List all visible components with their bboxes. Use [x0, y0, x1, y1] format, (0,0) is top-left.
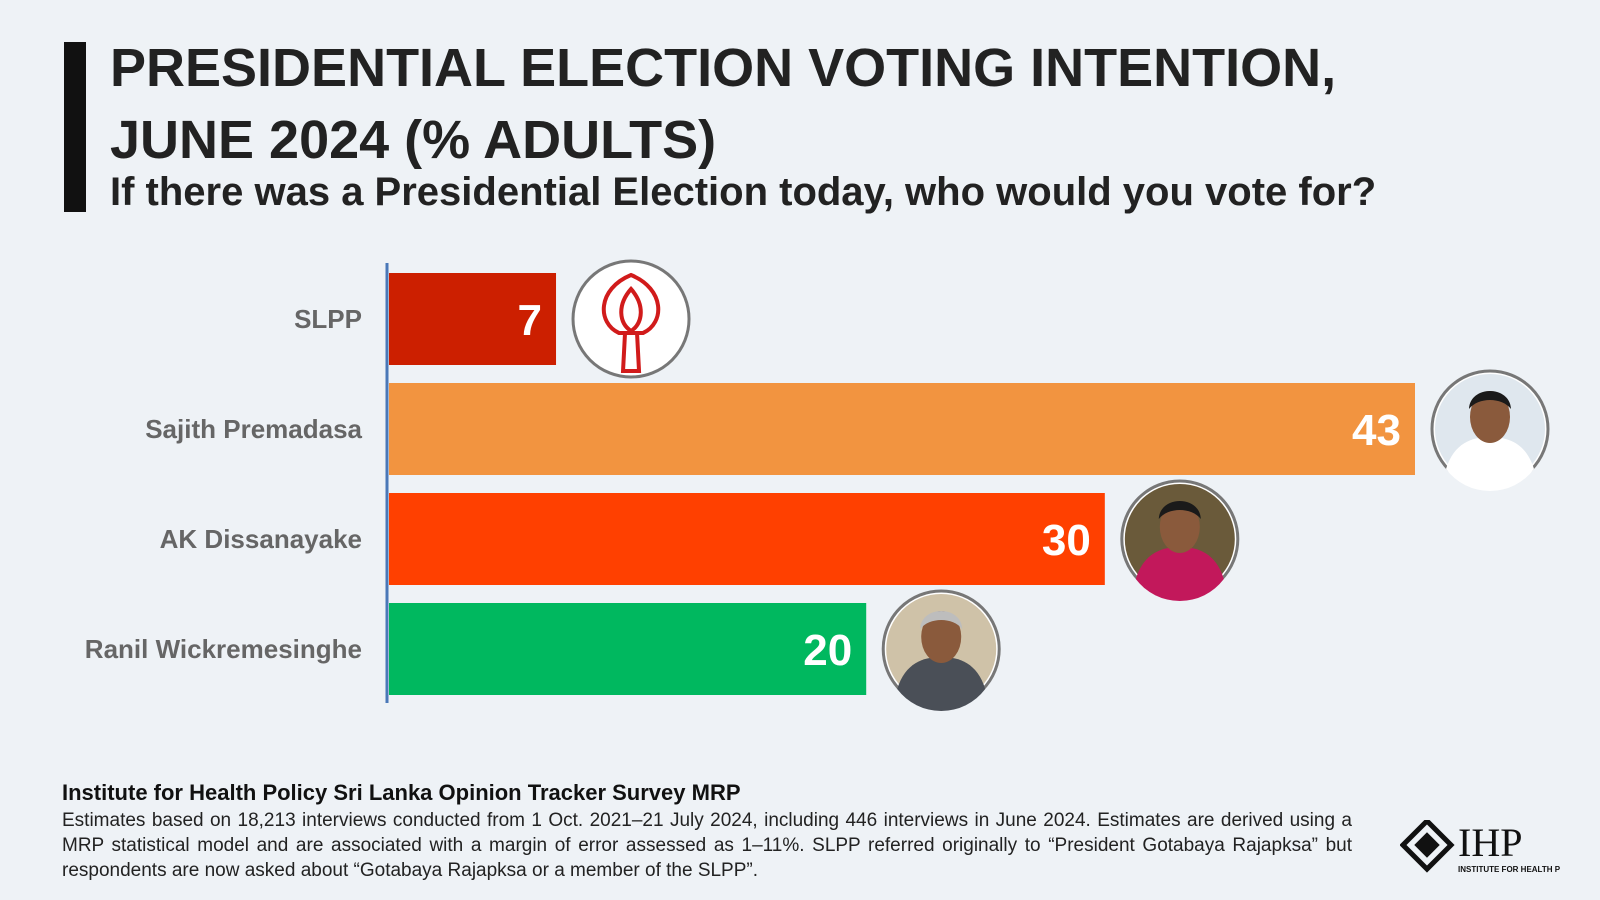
chart-title: PRESIDENTIAL ELECTION VOTING INTENTION, …	[110, 38, 1337, 170]
portrait-shoulders	[897, 657, 986, 711]
logo-text: IHP	[1458, 820, 1522, 865]
portrait-face	[921, 611, 962, 663]
value-label-sajith-premadasa: 43	[1352, 406, 1401, 455]
bar-ranil-wickremesinghe	[389, 603, 867, 695]
portrait-hair	[920, 611, 963, 629]
portrait-face	[1159, 501, 1200, 553]
sajith-premadasa-portrait-icon	[1430, 369, 1550, 491]
lotus-symbol-icon	[571, 259, 691, 379]
portrait-hair	[1469, 391, 1511, 409]
methodology-note: Estimates based on 18,213 interviews con…	[62, 810, 1352, 881]
ranil-wickremesinghe-portrait-icon	[881, 589, 1001, 711]
ihp-logo: IHP INSTITUTE FOR HEALTH POLICY	[1400, 820, 1560, 874]
ak-dissanayake-portrait-icon	[1120, 479, 1240, 601]
category-label-ak-dissanayake: AK Dissanayake	[160, 524, 362, 554]
lotus-stem	[620, 332, 642, 373]
value-label-ak-dissanayake: 30	[1042, 516, 1091, 565]
value-label-ranil-wickremesinghe: 20	[803, 626, 852, 675]
bar-ak-dissanayake	[389, 493, 1105, 585]
category-label-sajith-premadasa: Sajith Premadasa	[145, 414, 362, 444]
bar-slpp	[389, 273, 557, 365]
bar-sajith-premadasa	[389, 383, 1415, 475]
portrait-shoulders	[1135, 547, 1224, 601]
category-label-ranil-wickremesinghe: Ranil Wickremesinghe	[85, 634, 362, 664]
bar-chart: SLPP 7 Sajith Premadasa 43 AK Dissanayake 30 R…	[85, 259, 1550, 711]
portrait-hair	[1158, 501, 1201, 519]
value-label-slpp: 7	[518, 296, 542, 345]
category-label-slpp: SLPP	[294, 304, 362, 334]
title-accent-bar	[64, 42, 86, 212]
chart-subtitle: If there was a Presidential Election tod…	[110, 170, 1377, 214]
ihp-emblem-icon	[1400, 820, 1455, 873]
logo-tagline: INSTITUTE FOR HEALTH POLICY	[1458, 865, 1560, 874]
icon-frame	[571, 259, 691, 379]
portrait-shoulders	[1446, 437, 1534, 491]
portrait-face	[1470, 391, 1510, 443]
lotus-inner	[619, 285, 643, 334]
source-title: Institute for Health Policy Sri Lanka Op…	[62, 780, 741, 805]
